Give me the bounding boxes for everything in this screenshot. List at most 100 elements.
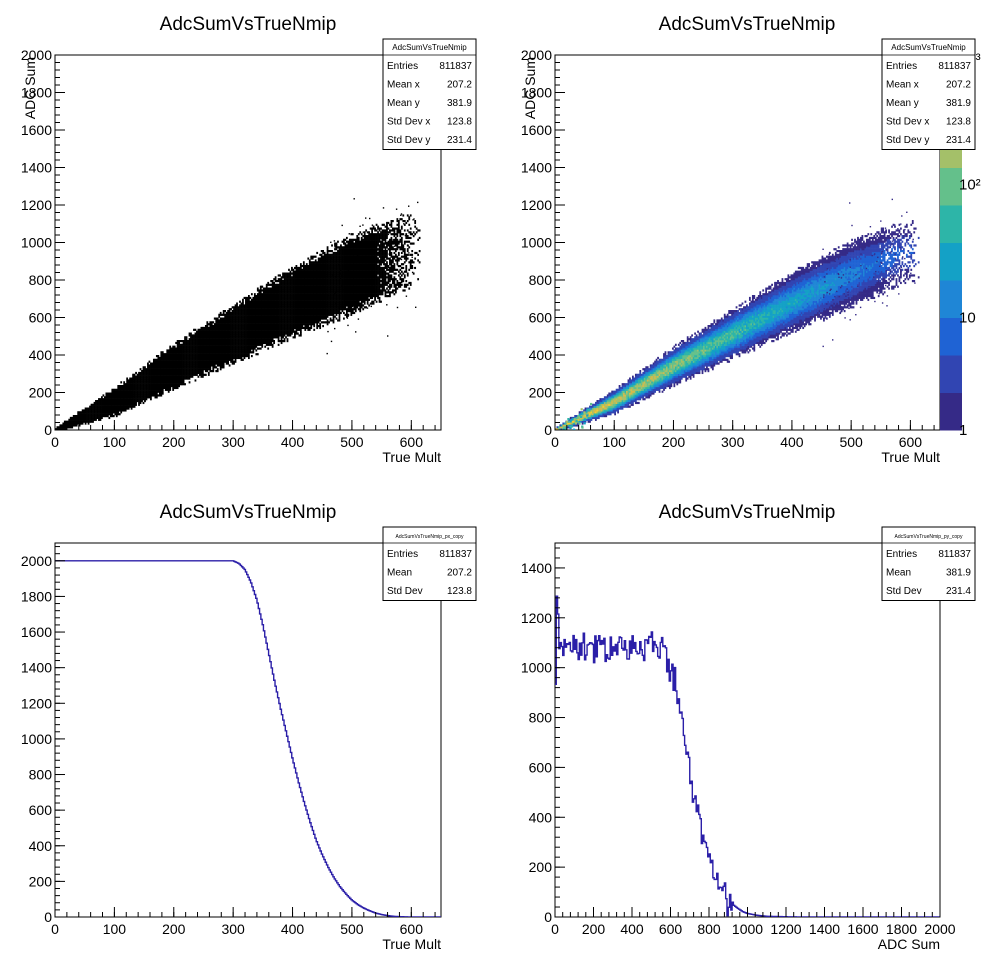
y-tick-label: 1000 (521, 660, 552, 676)
palette-swatch (940, 280, 962, 318)
x-tick-label: 500 (340, 434, 364, 450)
x-tick-label: 100 (103, 921, 127, 937)
axis-ticks: 0 100 200 300 400 500 600 0 200 400 600 800 1000 1200… (21, 546, 436, 937)
stats-frame (881, 38, 976, 150)
palette-swatch (940, 242, 962, 281)
axis-ticks: 0 200 400 600 800 1000 1200 1400 1600 1800 2000 0 20… (521, 547, 956, 937)
stats-key: Std Dev x (387, 117, 430, 128)
stats-key: Std Dev y (387, 135, 430, 146)
x-tick-label: 500 (839, 434, 863, 450)
stats-box: AdcSumVsTrueNmip Entries 811837 Mean x 207.2… (382, 38, 477, 150)
x-tick-label: 300 (221, 921, 245, 937)
stats-box: AdcSumVsTrueNmip_px_copy Entries 811837 Mea… (382, 526, 477, 601)
y-tick-label: 1600 (21, 624, 52, 640)
plot-frame (54, 542, 442, 918)
y-tick-label: 1400 (21, 660, 52, 676)
chart-title: AdcSumVsTrueNmip (659, 14, 836, 35)
palette-swatch (940, 317, 962, 356)
stats-key: Std Dev y (886, 135, 929, 146)
y-tick-label: 200 (529, 385, 553, 401)
y-tick-label: 800 (529, 272, 553, 288)
y-tick-label: 1000 (21, 235, 52, 251)
stats-value: 811837 (938, 549, 971, 560)
x-tick-label: 200 (162, 434, 186, 450)
stats-value: 381.9 (447, 98, 472, 109)
x-tick-label: 200 (662, 434, 686, 450)
stats-box: AdcSumVsTrueNmip_py_copy Entries 811837 Mea… (881, 526, 976, 601)
dense-core (561, 402, 593, 430)
stats-key: Mean x (387, 80, 420, 91)
x-tick-label: 200 (162, 921, 186, 937)
y-tick-label: 1200 (521, 197, 552, 213)
stats-key: Std Dev (886, 586, 922, 597)
x-tick-label: 100 (603, 434, 627, 450)
stats-value: 381.9 (946, 98, 971, 109)
x-tick-label: 1800 (886, 921, 917, 937)
stats-value: 811837 (439, 549, 472, 560)
x-axis-label: True Mult (881, 449, 940, 465)
x-tick-label: 0 (551, 921, 559, 937)
y-tick-label: 200 (29, 873, 53, 889)
pad-1: 0 100 200 300 400 500 600 0 200 400 600 800 1000 1200… (21, 14, 477, 465)
stats-key: Mean (387, 568, 412, 579)
stats-title: AdcSumVsTrueNmip_py_copy (895, 534, 963, 540)
x-tick-label: 400 (281, 434, 305, 450)
y-axis-label: ADC Sum (22, 57, 38, 119)
y-tick-label: 200 (29, 385, 53, 401)
palette-swatch (940, 355, 962, 393)
pad-2: 0 100 200 300 400 500 600020040060080010001200… (521, 14, 981, 465)
stats-key: Entries (387, 549, 418, 560)
histogram-line (555, 595, 940, 917)
stats-title: AdcSumVsTrueNmip (891, 43, 966, 52)
y-tick-label: 400 (29, 347, 53, 363)
heatmap-cells (555, 198, 920, 430)
stats-value: 207.2 (447, 80, 472, 91)
pad-3: 0 100 200 300 400 500 600 0 200 400 600 800 1000 1200… (21, 502, 477, 952)
x-tick-label: 300 (721, 434, 745, 450)
x-tick-label: 1000 (732, 921, 763, 937)
y-tick-label: 0 (44, 909, 52, 925)
y-tick-label: 2000 (21, 47, 52, 63)
stats-key: Mean y (387, 98, 420, 109)
y-tick-label: 1400 (21, 160, 52, 176)
y-tick-label: 1600 (521, 122, 552, 138)
x-axis-label: ADC Sum (878, 936, 940, 952)
y-tick-label: 800 (29, 272, 53, 288)
stats-title: AdcSumVsTrueNmip_px_copy (396, 534, 464, 540)
y-tick-label: 0 (544, 909, 552, 925)
x-tick-label: 400 (780, 434, 804, 450)
stats-key: Entries (886, 61, 917, 72)
y-tick-label: 1800 (21, 588, 52, 604)
x-tick-label: 600 (400, 921, 424, 937)
z-tick-label: 1 (959, 422, 967, 439)
stats-value: 207.2 (946, 80, 971, 91)
y-axis-label: ADC Sum (522, 57, 538, 119)
y-tick-label: 2000 (21, 553, 52, 569)
x-tick-label: 1200 (770, 921, 801, 937)
stats-frame (881, 526, 976, 601)
stats-key: Entries (886, 549, 917, 560)
x-tick-label: 800 (697, 921, 721, 937)
stats-value: 381.9 (946, 568, 971, 579)
stats-key: Mean x (886, 80, 919, 91)
stats-value: 811837 (439, 61, 472, 72)
stats-value: 207.2 (447, 568, 472, 579)
x-tick-label: 600 (899, 434, 923, 450)
x-tick-label: 0 (51, 434, 59, 450)
stats-key: Std Dev (387, 586, 423, 597)
x-tick-label: 400 (620, 921, 644, 937)
y-tick-label: 1200 (21, 197, 52, 213)
x-tick-label: 200 (582, 921, 606, 937)
y-tick-label: 200 (529, 859, 553, 875)
palette-swatch (940, 205, 962, 243)
y-tick-label: 600 (29, 310, 53, 326)
y-tick-label: 1000 (21, 731, 52, 747)
y-tick-label: 2000 (521, 47, 552, 63)
x-axis-label: True Mult (382, 936, 441, 952)
y-tick-label: 400 (29, 838, 53, 854)
y-tick-label: 600 (529, 310, 553, 326)
z-tick-label: 10 (959, 310, 976, 327)
y-tick-label: 600 (29, 802, 53, 818)
stats-value: 123.8 (447, 586, 472, 597)
